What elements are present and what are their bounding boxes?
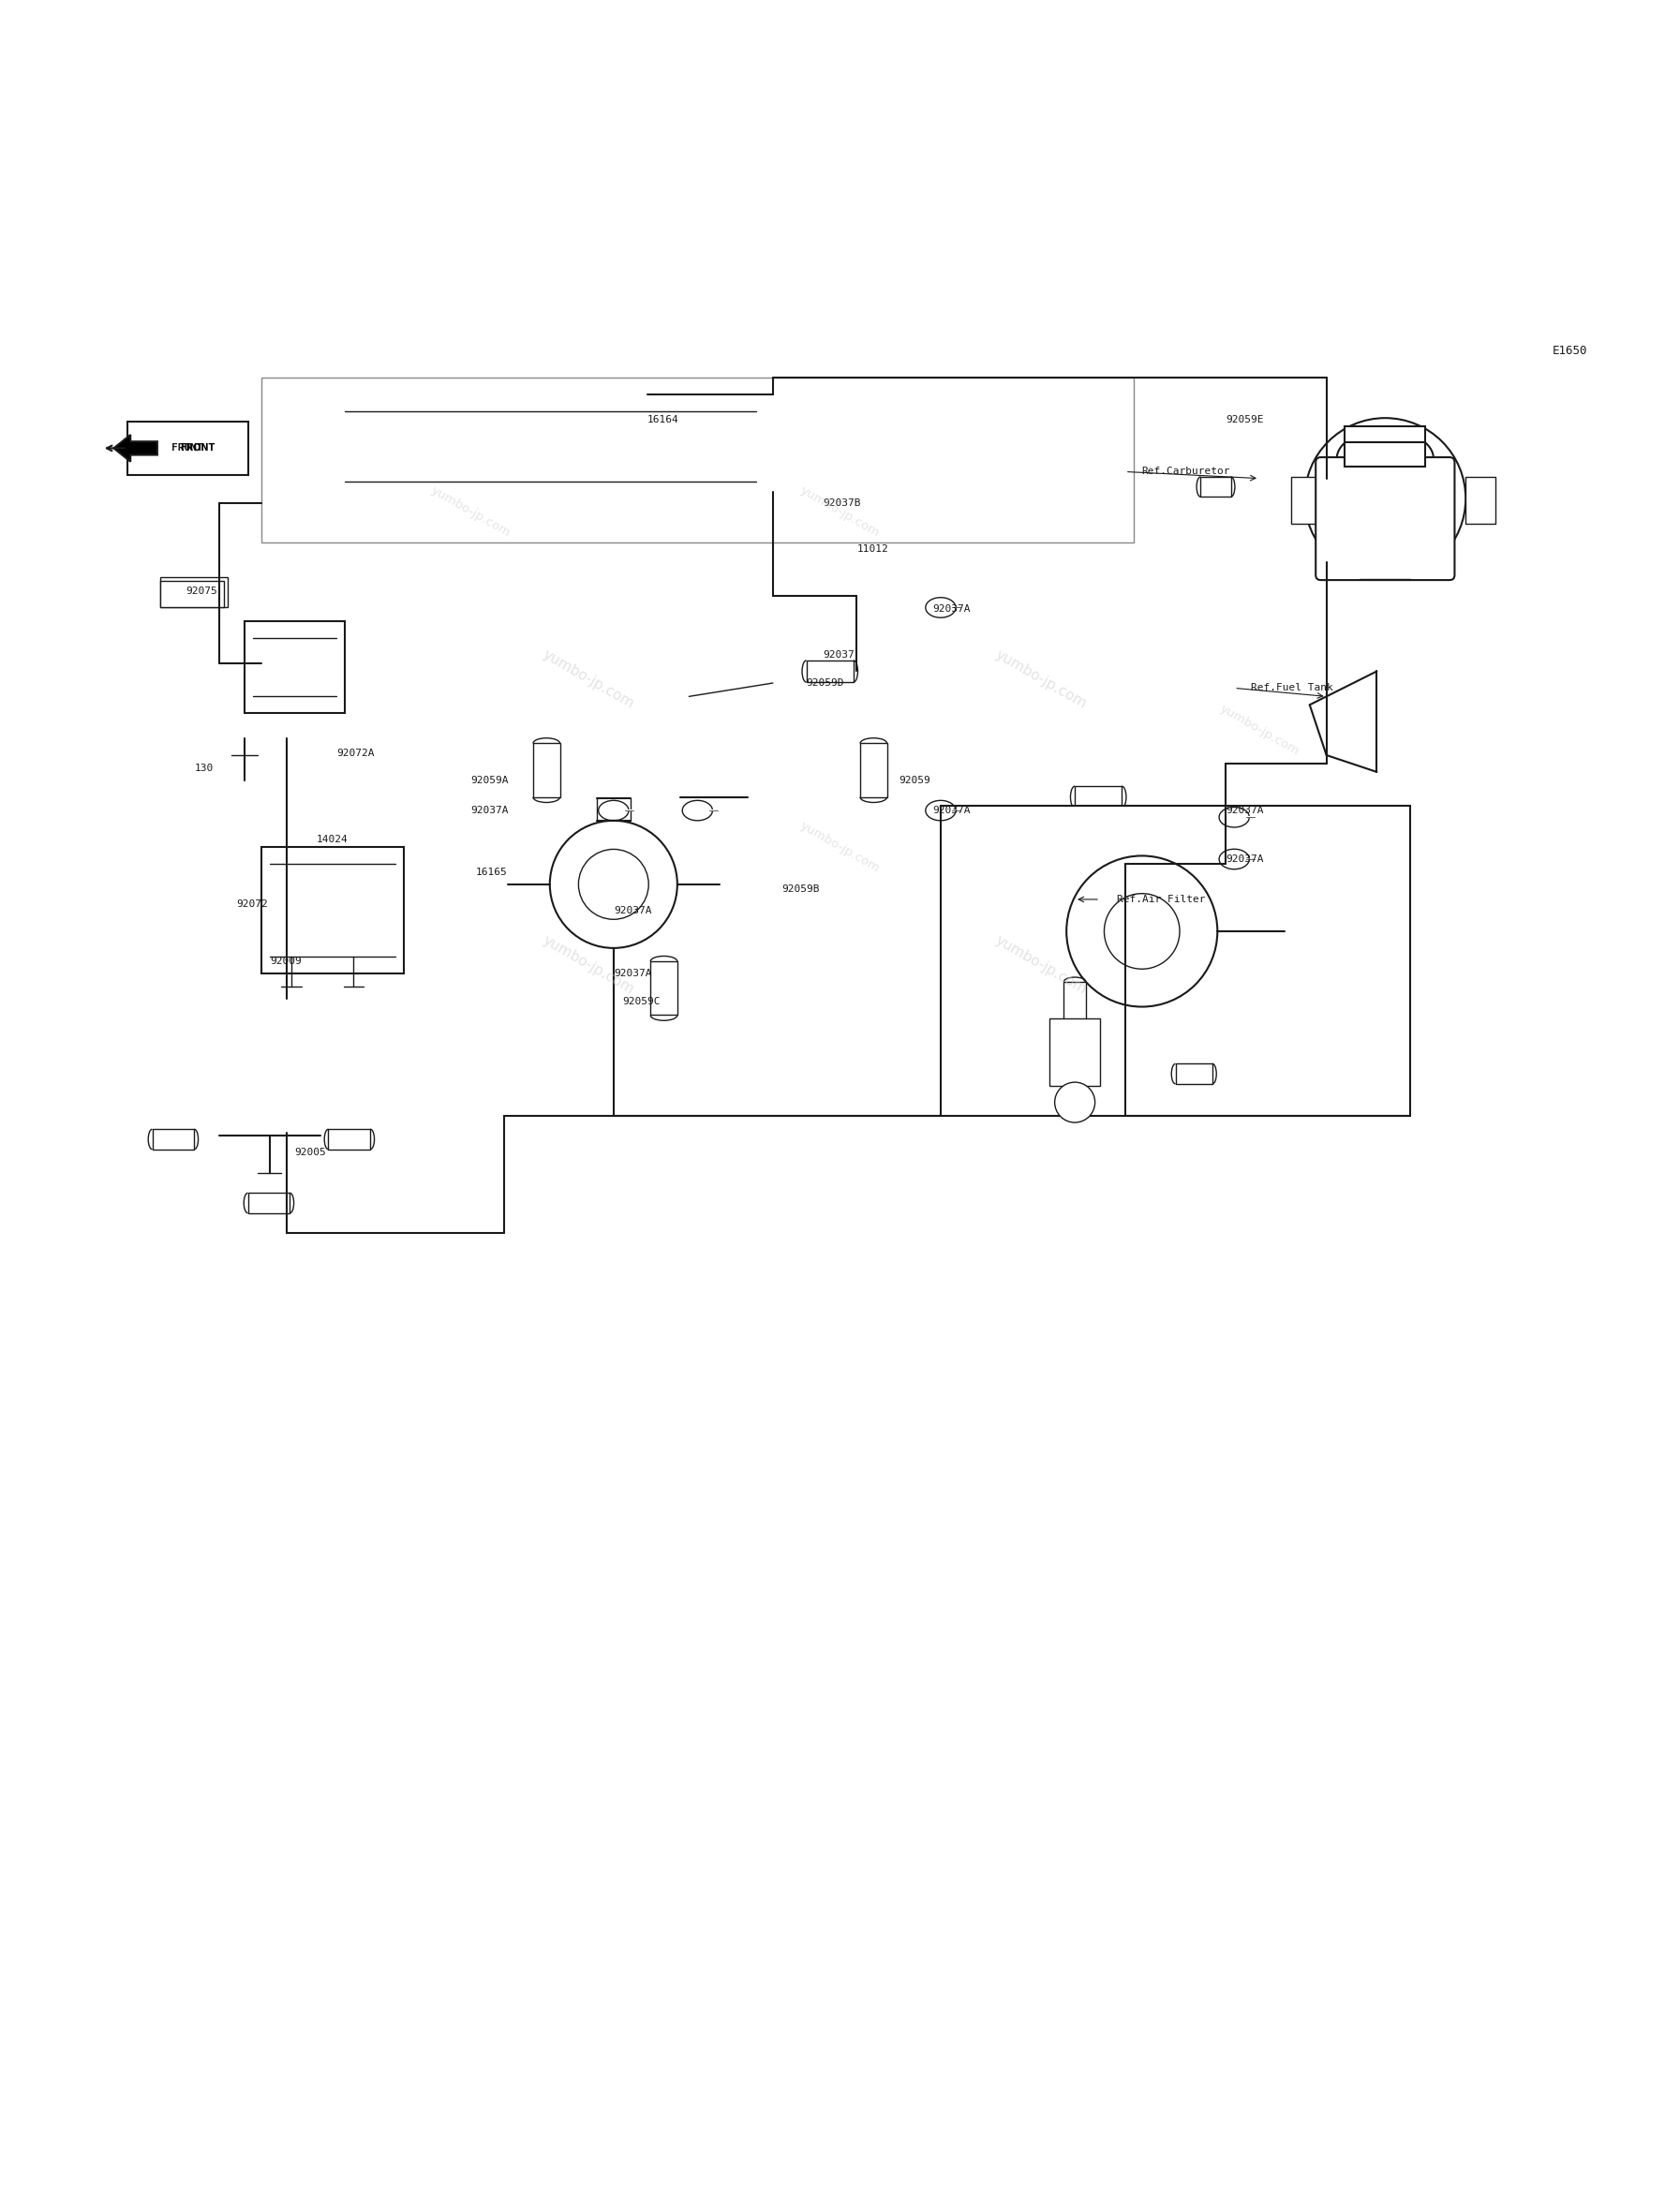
Bar <box>1465 477 1495 523</box>
Text: 92005: 92005 <box>296 1147 326 1158</box>
Text: yumbo-jp.com: yumbo-jp.com <box>798 484 882 541</box>
Circle shape <box>1067 855 1218 1007</box>
Bar <box>806 659 853 681</box>
Text: 130: 130 <box>195 765 213 774</box>
Text: 92037A: 92037A <box>1226 855 1263 864</box>
Bar <box>1063 983 1085 1024</box>
Bar <box>328 1130 370 1150</box>
Text: yumbo-jp.com: yumbo-jp.com <box>1218 703 1302 758</box>
Text: 14024: 14024 <box>316 835 348 844</box>
Text: E1650: E1650 <box>1552 345 1588 356</box>
Bar <box>941 804 1410 1117</box>
Circle shape <box>549 820 677 947</box>
Bar <box>1346 426 1425 466</box>
FancyBboxPatch shape <box>1315 457 1455 580</box>
Text: 92059E: 92059E <box>1226 415 1263 424</box>
Bar <box>249 1194 291 1213</box>
Text: 92075: 92075 <box>186 587 217 596</box>
Text: 92072A: 92072A <box>336 750 375 758</box>
Circle shape <box>578 848 648 919</box>
Bar <box>803 422 820 453</box>
Polygon shape <box>114 435 158 462</box>
Bar <box>650 961 677 1015</box>
Bar <box>336 409 378 484</box>
Text: 92059D: 92059D <box>806 679 845 688</box>
Text: 92009: 92009 <box>270 956 301 967</box>
Text: 92037A: 92037A <box>613 906 652 917</box>
Text: FRONT: FRONT <box>180 444 215 453</box>
Text: 11012: 11012 <box>857 545 889 554</box>
Text: yumbo-jp.com: yumbo-jp.com <box>428 484 512 541</box>
Text: 92072: 92072 <box>237 899 267 910</box>
Bar <box>773 444 793 466</box>
Bar <box>764 446 785 473</box>
Text: Ref.Fuel Tank: Ref.Fuel Tank <box>1252 684 1334 692</box>
Text: 92059B: 92059B <box>781 884 820 895</box>
Text: 16165: 16165 <box>475 868 507 877</box>
Bar <box>860 743 887 798</box>
Bar <box>764 446 785 473</box>
Bar <box>1201 477 1231 497</box>
Text: 92037B: 92037B <box>823 499 862 508</box>
Text: yumbo-jp.com: yumbo-jp.com <box>541 932 637 996</box>
Bar <box>1050 1018 1100 1086</box>
Bar <box>533 743 559 798</box>
Text: 92059C: 92059C <box>622 998 660 1007</box>
Bar <box>328 389 773 503</box>
Bar <box>262 848 403 974</box>
Text: 92059A: 92059A <box>470 776 509 785</box>
Text: Ref.Carburetor: Ref.Carburetor <box>1142 466 1230 477</box>
Text: yumbo-jp.com: yumbo-jp.com <box>541 648 637 712</box>
Text: 16164: 16164 <box>647 415 679 424</box>
Circle shape <box>1055 1081 1095 1123</box>
Bar <box>161 578 228 607</box>
Bar <box>161 580 225 607</box>
Text: yumbo-jp.com: yumbo-jp.com <box>993 932 1089 996</box>
Text: 92059: 92059 <box>899 776 931 785</box>
Bar <box>1075 787 1122 809</box>
Circle shape <box>1332 446 1438 552</box>
Bar <box>773 415 793 437</box>
Bar <box>1292 477 1322 523</box>
Text: 92037A: 92037A <box>932 807 971 815</box>
Text: yumbo-jp.com: yumbo-jp.com <box>993 648 1089 712</box>
Circle shape <box>1104 895 1179 969</box>
Text: Ref.Air Filter: Ref.Air Filter <box>1117 895 1205 903</box>
Text: yumbo-jp.com: yumbo-jp.com <box>798 820 882 875</box>
Bar <box>245 622 344 712</box>
Bar <box>1176 1064 1213 1084</box>
Text: FRONT: FRONT <box>171 444 203 453</box>
Text: 92037A: 92037A <box>470 807 509 815</box>
Text: 92037: 92037 <box>823 651 855 659</box>
Circle shape <box>1305 418 1465 578</box>
Text: 92037A: 92037A <box>932 604 971 613</box>
Bar <box>262 378 1134 543</box>
Bar <box>764 446 785 473</box>
Text: 92037A: 92037A <box>613 969 652 978</box>
Bar <box>153 1130 195 1150</box>
Text: 92037A: 92037A <box>1226 807 1263 815</box>
FancyBboxPatch shape <box>128 422 249 475</box>
Bar <box>386 409 428 484</box>
